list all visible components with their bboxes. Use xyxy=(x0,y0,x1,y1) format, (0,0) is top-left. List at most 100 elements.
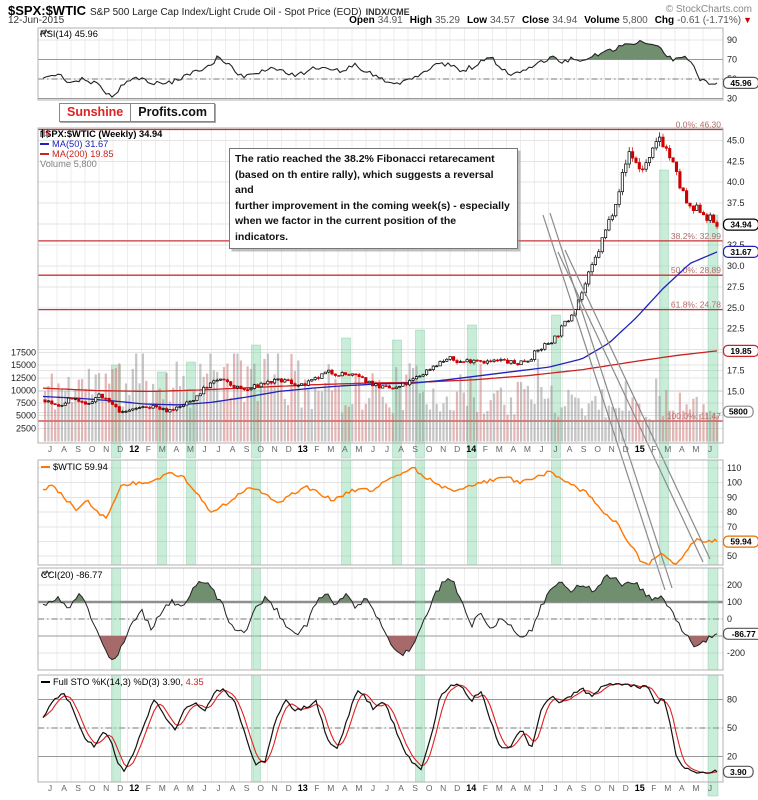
candle-body xyxy=(570,314,574,322)
month-label: O xyxy=(89,783,96,793)
month-label: J xyxy=(202,783,206,793)
month-label: A xyxy=(342,444,348,454)
candle-body xyxy=(394,386,398,390)
volume-bar xyxy=(439,411,442,442)
volume-bar xyxy=(101,396,104,442)
candle-body xyxy=(671,157,675,163)
candle-body xyxy=(347,374,351,376)
candle-body xyxy=(519,360,523,366)
axis-tick-label: 70 xyxy=(727,55,737,65)
volume-bar xyxy=(401,410,404,442)
month-label: M xyxy=(496,444,503,454)
month-label: O xyxy=(594,444,601,454)
candle-body xyxy=(141,406,145,408)
month-label: F xyxy=(314,783,319,793)
wtic-line xyxy=(42,467,718,566)
candle-body xyxy=(607,219,611,231)
candle-body xyxy=(246,389,250,391)
candle-body xyxy=(87,403,91,405)
candle-body xyxy=(624,163,628,173)
month-label: J xyxy=(216,444,220,454)
axis-tick-label: 50 xyxy=(727,551,737,561)
month-label: J xyxy=(371,444,375,454)
month-label: J xyxy=(539,444,543,454)
volume-bar xyxy=(509,397,513,442)
month-label: N xyxy=(103,783,109,793)
volume-bar xyxy=(297,360,300,442)
candle-body xyxy=(627,151,631,165)
volume-bar xyxy=(54,409,57,442)
volume-bar xyxy=(368,398,371,442)
month-label: A xyxy=(230,444,236,454)
highlight-stripe xyxy=(341,459,351,566)
volume-bar xyxy=(563,406,567,442)
candle-body xyxy=(637,162,641,170)
volume-bar xyxy=(405,374,408,442)
legend-text: 4.35 xyxy=(183,676,204,687)
rsi-legend: RSI(14) 45.96 xyxy=(40,29,98,39)
month-label: 12 xyxy=(129,444,139,454)
volume-axis-label: 17500 xyxy=(11,347,36,357)
volume-bar xyxy=(189,407,192,442)
volume-bar xyxy=(108,383,111,442)
axis-tick-label: 80 xyxy=(727,695,737,705)
candle-body xyxy=(509,360,513,364)
candle-body xyxy=(685,190,689,204)
candle-body xyxy=(306,380,310,386)
axis-tick-label: 42.5 xyxy=(727,156,745,166)
month-label: A xyxy=(679,783,685,793)
month-label: 12 xyxy=(129,783,139,793)
volume-bar xyxy=(395,367,398,442)
month-label: S xyxy=(244,444,250,454)
month-label: O xyxy=(594,783,601,793)
candle-body xyxy=(161,408,165,410)
month-label: D xyxy=(117,444,123,454)
candle-body xyxy=(158,406,162,410)
candle-body xyxy=(97,393,101,398)
axis-tick-label: 50 xyxy=(727,723,737,733)
volume-bar xyxy=(317,391,320,442)
volume-bar xyxy=(530,399,533,442)
volume-bar xyxy=(179,386,182,442)
panel-border xyxy=(37,127,724,444)
legend-text: CCI(20) -86.77 xyxy=(41,569,103,580)
candle-body xyxy=(114,404,118,408)
month-label: F xyxy=(146,783,151,793)
axis-tick-label: 30 xyxy=(727,94,737,104)
volume-bar xyxy=(256,401,259,442)
candle-body xyxy=(428,369,432,371)
month-label: M xyxy=(664,783,671,793)
axis-tick-label: 40.0 xyxy=(727,177,745,187)
candle-body xyxy=(249,388,253,391)
month-label: A xyxy=(174,444,180,454)
month-label: O xyxy=(257,783,264,793)
value-badge-label: -86.77 xyxy=(732,629,756,639)
volume-bar xyxy=(87,368,90,442)
volume-bar xyxy=(638,403,641,442)
volume-bar xyxy=(229,397,232,442)
value-badge-label: 59.94 xyxy=(730,537,752,547)
volume-bar xyxy=(209,353,212,442)
candle-body xyxy=(485,360,489,364)
candle-body xyxy=(330,369,334,375)
volume-bar xyxy=(300,407,303,442)
candle-body xyxy=(215,379,219,382)
volume-bar xyxy=(334,379,337,442)
candle-body xyxy=(195,395,199,401)
volume-bar xyxy=(280,379,283,442)
candle-body xyxy=(381,385,385,389)
candle-body xyxy=(283,379,287,383)
volume-bar xyxy=(303,379,307,442)
month-label: M xyxy=(524,783,531,793)
sunshine-profits-logo: Sunshine Profits.com xyxy=(59,103,216,122)
candle-body xyxy=(604,229,608,239)
value-badge-label: 34.94 xyxy=(730,220,752,230)
month-label: S xyxy=(75,783,81,793)
volume-bars-icon xyxy=(40,129,48,137)
candle-body xyxy=(252,384,256,389)
value-badge xyxy=(722,76,758,89)
volume-bar xyxy=(310,409,313,442)
candle-body xyxy=(543,343,547,350)
legend-text: MA(50) 31.67 xyxy=(52,138,109,149)
candle-body xyxy=(695,204,699,211)
